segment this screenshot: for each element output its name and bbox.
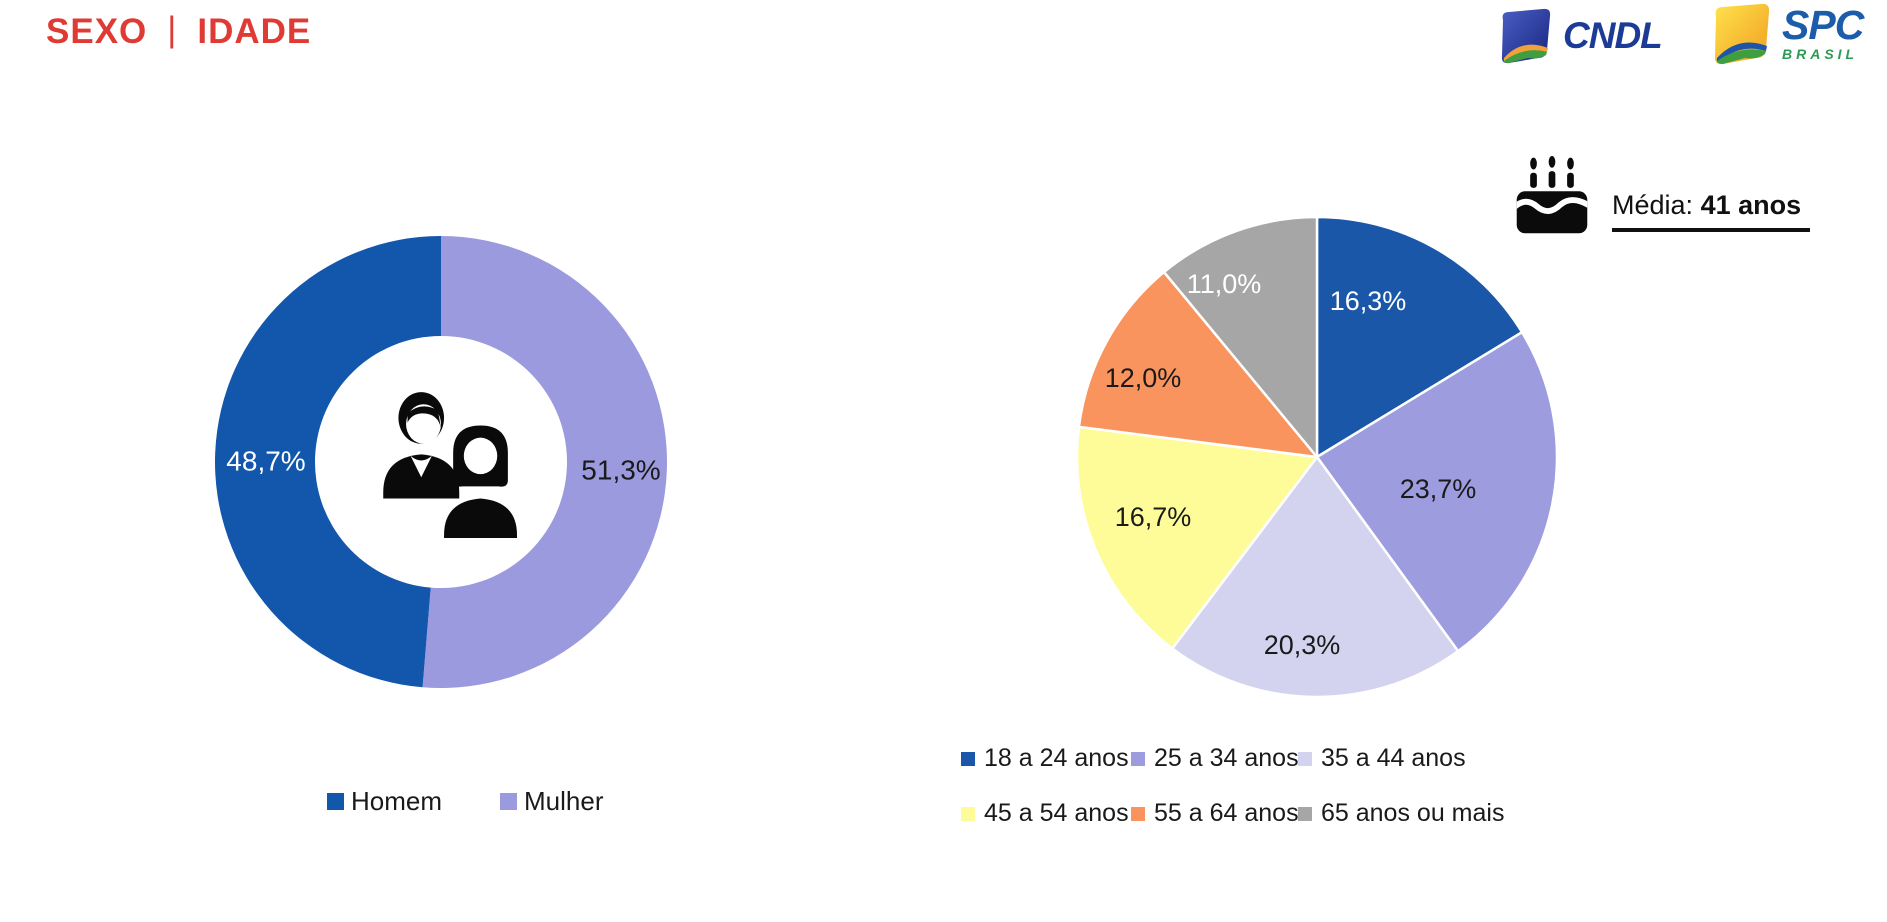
legend-label-55-64: 55 a 64 anos	[1154, 799, 1299, 827]
birthday-cake-icon	[1516, 156, 1588, 234]
age-slice-55-a-64-anos	[1077, 270, 1319, 459]
legend-item-55-64: 55 a 64 anos	[1131, 799, 1299, 828]
age-value-label-45-a-54-anos: 16,7%	[1115, 502, 1192, 532]
legend-swatch-mulher	[500, 793, 518, 810]
legend-label-65-mais: 65 anos ou mais	[1321, 799, 1505, 827]
sex-slice-homem	[214, 236, 441, 688]
spc-logo-subtext: BRASIL	[1782, 46, 1859, 62]
legend-item-65-mais: 65 anos ou mais	[1298, 799, 1504, 828]
average-age-text: Média: 41 anos	[1612, 190, 1810, 221]
legend-swatch-55-64	[1131, 806, 1145, 821]
cndl-flag-icon	[1501, 8, 1551, 64]
sex-donut-chart: 48,7% 51,3%	[214, 236, 667, 688]
age-value-label-55-a-64-anos: 12,0%	[1105, 363, 1182, 393]
legend-item-45-54: 45 a 54 anos	[961, 799, 1129, 828]
average-age-prefix: Média:	[1612, 190, 1694, 220]
age-slice-65-anos-ou-mais	[1162, 215, 1319, 459]
legend-label-18-24: 18 a 24 anos	[984, 744, 1129, 772]
age-value-label-18-a-24-anos: 16,3%	[1330, 286, 1407, 316]
legend-label-25-34: 25 a 34 anos	[1154, 744, 1299, 772]
age-slice-25-a-34-anos	[1315, 330, 1559, 653]
legend-swatch-35-44	[1298, 751, 1312, 766]
legend-swatch-45-54	[961, 806, 975, 821]
legend-swatch-homem	[327, 793, 344, 810]
couple-icon	[383, 392, 517, 538]
legend-item-35-44: 35 a 44 anos	[1298, 744, 1466, 773]
title-idade: IDADE	[197, 12, 312, 51]
legend-swatch-18-24	[961, 751, 975, 766]
sex-slice-mulher	[422, 236, 667, 688]
legend-swatch-65-mais	[1298, 806, 1312, 821]
average-age-annotation: Média: 41 anos	[1510, 150, 1810, 246]
legend-label-45-54: 45 a 54 anos	[984, 799, 1129, 827]
age-pie-chart: 16,3% 23,7% 20,3% 16,7% 12,0% 11,0%	[1075, 215, 1559, 699]
age-value-label-65-anos-ou-mais: 11,0%	[1187, 269, 1262, 299]
sex-value-label-homem: 48,7%	[226, 446, 305, 477]
sex-legend: Homem Mulher	[327, 786, 604, 817]
age-slice-35-a-44-anos	[1171, 455, 1460, 699]
spc-logo-text: SPC	[1782, 2, 1864, 48]
page-title: SEXO | IDADE	[46, 10, 312, 52]
legend-item-homem: Homem	[327, 786, 442, 817]
legend-label-35-44: 35 a 44 anos	[1321, 744, 1466, 772]
legend-item-18-24: 18 a 24 anos	[961, 744, 1129, 773]
legend-item-mulher: Mulher	[500, 786, 604, 817]
spc-flag-icon	[1714, 3, 1770, 65]
sex-value-label-mulher: 51,3%	[581, 455, 660, 486]
cndl-logo: CNDL	[1494, 8, 1663, 64]
spc-logo: SPC BRASIL	[1705, 2, 1864, 65]
age-value-label-25-a-34-anos: 23,7%	[1400, 474, 1477, 504]
average-age-value: 41 anos	[1700, 190, 1802, 220]
legend-item-25-34: 25 a 34 anos	[1131, 744, 1299, 773]
age-slice-18-a-24-anos	[1315, 215, 1524, 459]
legend-swatch-25-34	[1131, 751, 1145, 766]
age-value-label-35-a-44-anos: 20,3%	[1264, 630, 1341, 660]
age-slice-45-a-54-anos	[1075, 425, 1319, 650]
cndl-logo-text: CNDL	[1563, 15, 1663, 56]
title-sexo: SEXO	[46, 12, 148, 51]
legend-label-mulher: Mulher	[524, 786, 604, 816]
title-separator: |	[167, 10, 178, 49]
legend-label-homem: Homem	[351, 786, 443, 816]
average-age-underline	[1612, 228, 1810, 232]
